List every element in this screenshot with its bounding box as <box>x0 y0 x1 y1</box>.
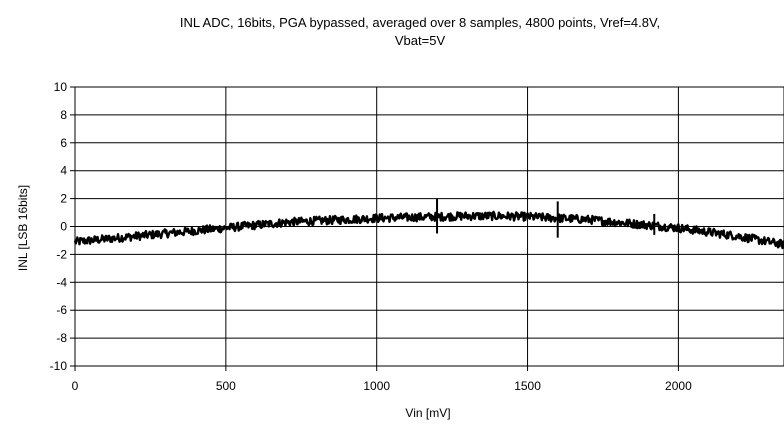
x-tick-label: 1000 <box>363 379 390 393</box>
y-axis-title: INL [LSB 16bits] <box>16 185 30 271</box>
tick-labels: 10 8 6 4 2 0 -2 -4 -6 -8 -10 0 500 1000 1500 2000 <box>50 80 692 393</box>
x-tick-label: 500 <box>216 379 236 393</box>
x-tick-label: 2000 <box>665 379 692 393</box>
x-tick-label: 0 <box>72 379 79 393</box>
chart-title: INL ADC, 16bits, PGA bypassed, averaged … <box>180 15 660 30</box>
y-tick-label: 0 <box>60 220 67 234</box>
y-tick-label: 2 <box>60 192 67 206</box>
y-tick-label: 6 <box>60 136 67 150</box>
y-tick-label: -8 <box>56 331 67 345</box>
y-tick-label: 10 <box>54 80 68 94</box>
inl-series-line <box>73 210 784 250</box>
plot-border <box>74 86 784 367</box>
y-tick-label: -2 <box>56 247 67 261</box>
chart-subtitle: Vbat=5V <box>395 33 446 48</box>
x-axis-title: Vin [mV] <box>405 406 450 420</box>
y-tick-label: -10 <box>50 359 68 373</box>
x-tick-label: 1500 <box>514 379 541 393</box>
y-tick-label: 4 <box>60 164 67 178</box>
y-tick-label: -6 <box>56 303 67 317</box>
y-tick-label: 8 <box>60 108 67 122</box>
y-tick-label: -4 <box>56 275 67 289</box>
series-layer <box>73 86 784 367</box>
